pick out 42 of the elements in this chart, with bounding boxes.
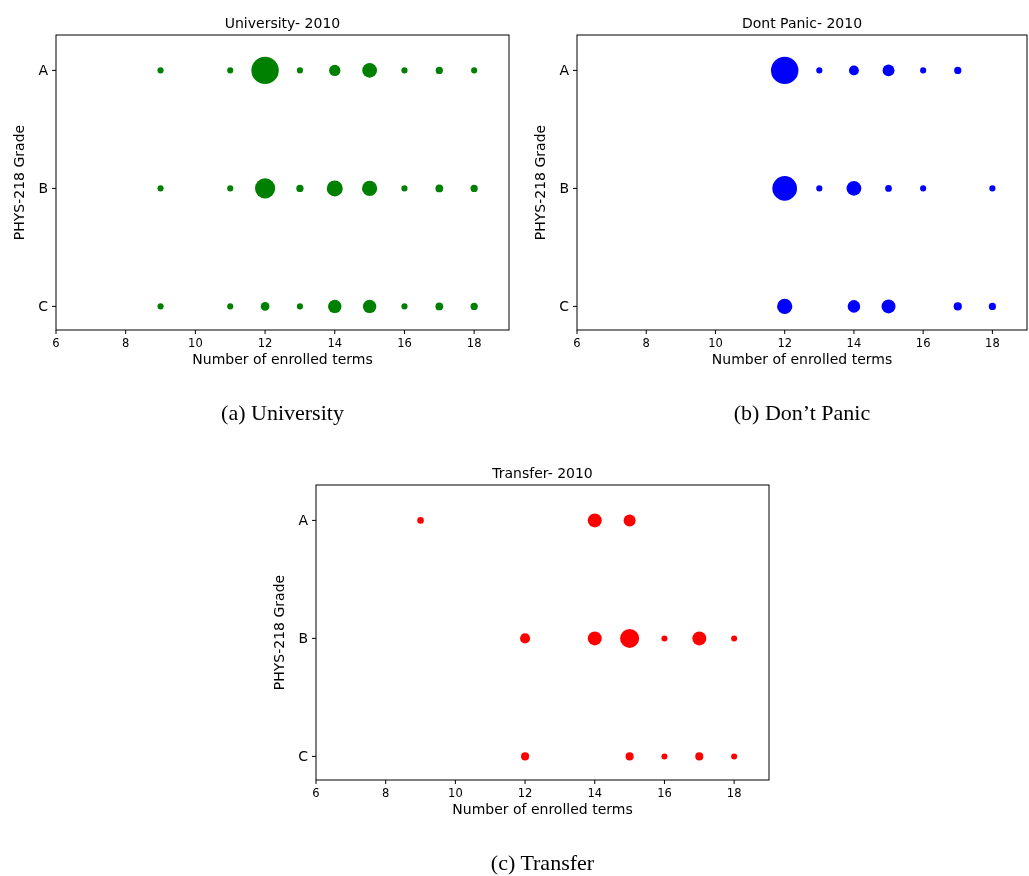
chart-title: University- 2010 (224, 15, 341, 31)
y-axis-title: PHYS-218 Grade (532, 124, 548, 241)
x-tick-label: 10 (708, 336, 723, 350)
y-tick-label: A (559, 62, 570, 79)
x-tick-label: 10 (188, 336, 203, 350)
x-tick-label: 6 (573, 336, 581, 350)
x-axis-title: Number of enrolled terms (192, 351, 373, 367)
x-tick-label: 14 (587, 786, 603, 800)
x-tick-label: 10 (448, 786, 463, 800)
y-tick-label: B (298, 630, 308, 647)
x-tick-label: 18 (466, 336, 482, 350)
text: (c) Transfer (490, 850, 595, 875)
y-tick-label: C (559, 298, 570, 315)
x-tick-label: 18 (726, 786, 742, 800)
x-tick-label: 18 (985, 336, 1000, 350)
x-tick-label: 14 (846, 336, 862, 350)
x-tick-label: 16 (915, 336, 931, 350)
x-tick-label: 6 (312, 786, 320, 800)
y-tick-label: A (298, 512, 309, 529)
y-tick-label: C (298, 748, 309, 765)
x-tick-label: 8 (382, 786, 390, 800)
chart-title: Dont Panic- 2010 (741, 15, 863, 31)
text: (b) Don’t Panic (733, 400, 871, 425)
y-tick-label: A (38, 62, 49, 79)
x-tick-label: 14 (327, 336, 343, 350)
x-tick-label: 12 (257, 336, 273, 350)
y-tick-label: C (38, 298, 49, 315)
y-axis-title: PHYS-218 Grade (271, 574, 287, 691)
x-tick-label: 16 (657, 786, 672, 800)
x-tick-label: 12 (777, 336, 793, 350)
text: (a) University (221, 400, 344, 425)
x-tick-label: 6 (52, 336, 60, 350)
x-tick-label: 8 (642, 336, 650, 350)
y-axis-title: PHYS-218 Grade (11, 124, 27, 241)
y-tick-label: B (559, 180, 569, 197)
x-tick-label: 8 (122, 336, 130, 350)
x-tick-label: 12 (517, 786, 533, 800)
x-axis-title: Number of enrolled terms (452, 801, 633, 817)
x-axis-title: Number of enrolled terms (711, 351, 893, 367)
y-tick-label: B (38, 180, 48, 197)
x-tick-label: 16 (397, 336, 412, 350)
chart-title: Transfer- 2010 (491, 465, 593, 481)
